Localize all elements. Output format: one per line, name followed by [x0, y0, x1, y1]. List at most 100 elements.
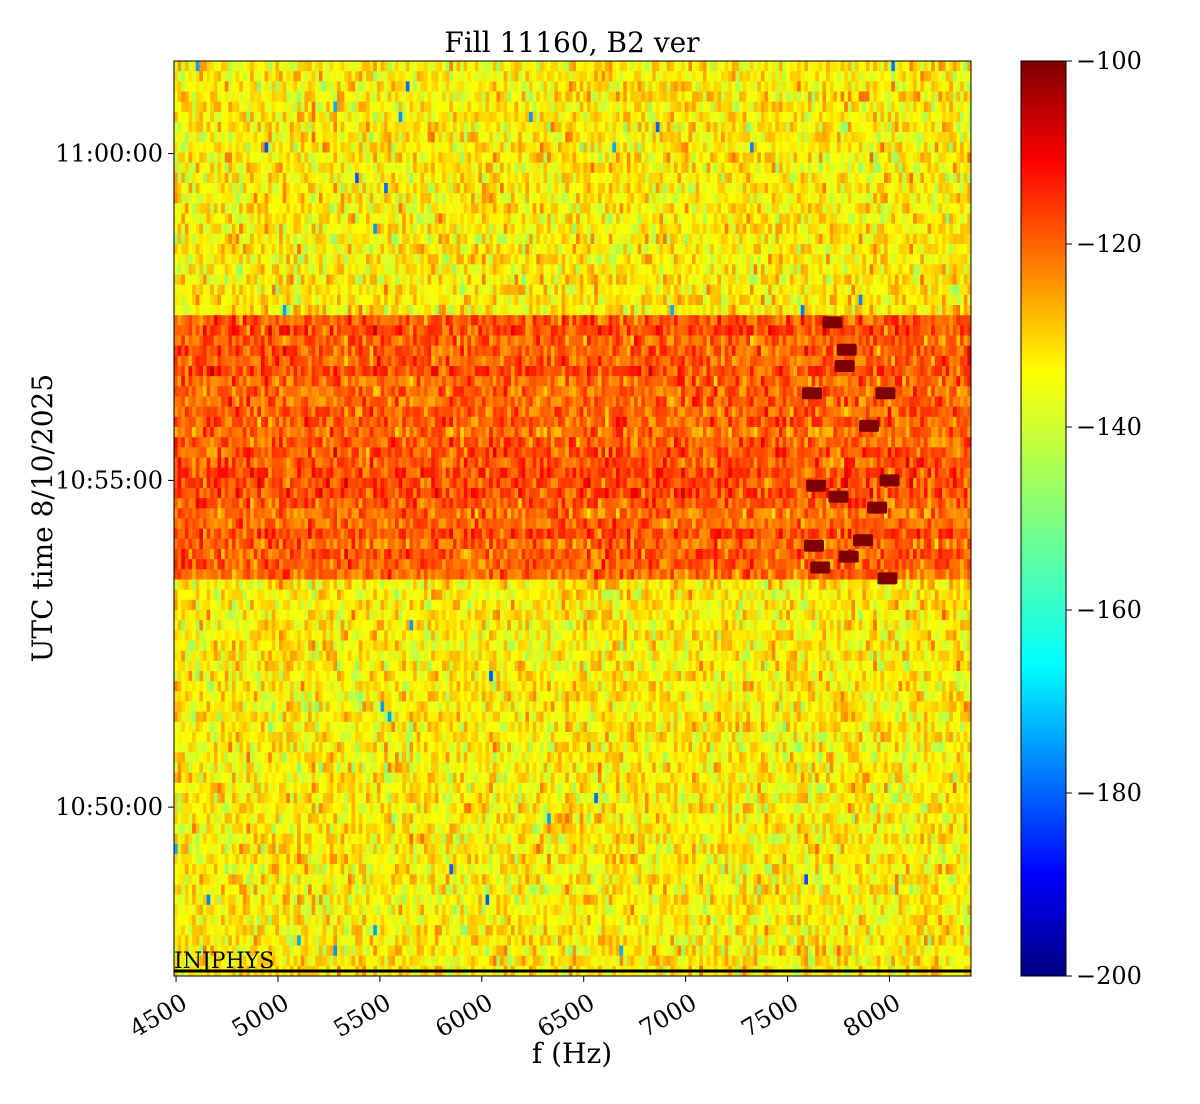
- heatmap-cell: [224, 233, 229, 245]
- heatmap-cell: [692, 152, 697, 164]
- heatmap-cell: [387, 203, 392, 215]
- heatmap-cell: [394, 254, 400, 265]
- heatmap-cell: [699, 132, 704, 143]
- heatmap-cell: [286, 122, 291, 133]
- heatmap-cell: [880, 223, 885, 235]
- heatmap-cell: [529, 172, 534, 184]
- heatmap-cell: [456, 223, 461, 235]
- heatmap-cell: [659, 132, 664, 143]
- heatmap-cell: [184, 81, 190, 93]
- heatmap-cell: [655, 193, 661, 204]
- heatmap-cell: [449, 101, 454, 113]
- heatmap-cell: [916, 122, 921, 133]
- heatmap-cell: [250, 71, 255, 82]
- heatmap-cell: [347, 223, 353, 235]
- heatmap-cell: [713, 193, 719, 204]
- heatmap-cell: [492, 183, 498, 194]
- heatmap-cell: [931, 91, 936, 103]
- heatmap-cell: [221, 284, 226, 296]
- heatmap-cell: [373, 233, 378, 245]
- heatmap-cell: [724, 193, 729, 204]
- heatmap-cell: [565, 264, 570, 276]
- heatmap-cell: [242, 122, 248, 133]
- heatmap-cell: [547, 81, 552, 93]
- heatmap-cell: [565, 91, 570, 103]
- heatmap-cell: [572, 213, 577, 225]
- heatmap-cell: [641, 193, 646, 204]
- heatmap-cell: [804, 122, 809, 133]
- heatmap-cell: [344, 132, 349, 143]
- heatmap-cell: [532, 203, 537, 215]
- heatmap-cell: [735, 284, 740, 296]
- heatmap-cell: [449, 122, 454, 133]
- heatmap-cell: [409, 81, 414, 93]
- heatmap-cell: [880, 264, 885, 276]
- heatmap-cell: [612, 162, 617, 174]
- heatmap-cell: [434, 264, 440, 276]
- heatmap-cell: [746, 264, 751, 276]
- heatmap-cell: [815, 244, 820, 255]
- heatmap-cell: [257, 81, 262, 93]
- heatmap-cell: [322, 61, 327, 72]
- heatmap-cell: [942, 264, 947, 276]
- heatmap-cell: [231, 91, 237, 103]
- heatmap-cell: [271, 152, 277, 164]
- heatmap-cell: [949, 254, 954, 265]
- heatmap-cell: [641, 233, 646, 245]
- heatmap-cell: [655, 244, 661, 255]
- heatmap-cell: [195, 284, 200, 296]
- heatmap-cell: [608, 111, 613, 123]
- heatmap-cell: [884, 61, 889, 72]
- heatmap-cell: [195, 61, 200, 72]
- heatmap-cell: [231, 223, 237, 235]
- heatmap-cell: [202, 274, 208, 286]
- heatmap-cell: [626, 61, 632, 72]
- heatmap-cell: [536, 244, 541, 255]
- heatmap-cell: [905, 61, 911, 72]
- heatmap-cell: [398, 71, 403, 82]
- heatmap-cell: [308, 274, 313, 286]
- heatmap-cell: [478, 61, 483, 72]
- heatmap-cell: [641, 142, 646, 154]
- heatmap-cell: [742, 81, 747, 93]
- heatmap-cell: [648, 132, 653, 143]
- heatmap-cell: [478, 254, 483, 265]
- heatmap-cell: [916, 254, 921, 265]
- heatmap-cell: [195, 152, 200, 164]
- heatmap-cell: [688, 284, 693, 296]
- heatmap-cell: [478, 213, 483, 225]
- heatmap-cell: [514, 254, 519, 265]
- heatmap-cell: [945, 274, 950, 286]
- heatmap-cell: [913, 162, 918, 174]
- heatmap-cell: [637, 183, 642, 194]
- heatmap-cell: [405, 132, 411, 143]
- heatmap-cell: [927, 183, 932, 194]
- heatmap-cell: [652, 132, 657, 143]
- heatmap-cell: [670, 264, 675, 276]
- heatmap-cell: [692, 111, 697, 123]
- heatmap-cell: [423, 244, 429, 255]
- heatmap-cell: [478, 132, 483, 143]
- heatmap-cell: [742, 244, 747, 255]
- heatmap-cell: [478, 284, 483, 296]
- heatmap-cell: [858, 172, 863, 184]
- heatmap-cell: [710, 132, 715, 143]
- heatmap-cell: [764, 233, 769, 245]
- heatmap-cell: [228, 101, 233, 113]
- heatmap-cell: [717, 193, 722, 204]
- heatmap-cell: [554, 162, 559, 174]
- heatmap-cell: [963, 172, 968, 184]
- heatmap-cell: [869, 91, 874, 103]
- heatmap-cell: [206, 111, 211, 123]
- heatmap-cell: [760, 183, 766, 194]
- heatmap-cell: [739, 213, 744, 225]
- heatmap-cell: [496, 172, 501, 184]
- heatmap-cell: [586, 111, 592, 123]
- heatmap-cell: [594, 183, 599, 194]
- heatmap-cell: [413, 71, 418, 82]
- heatmap-cell: [413, 274, 418, 286]
- heatmap-cell: [217, 162, 222, 174]
- heatmap-cell: [337, 61, 342, 72]
- heatmap-cell: [481, 101, 487, 113]
- heatmap-cell: [793, 274, 798, 286]
